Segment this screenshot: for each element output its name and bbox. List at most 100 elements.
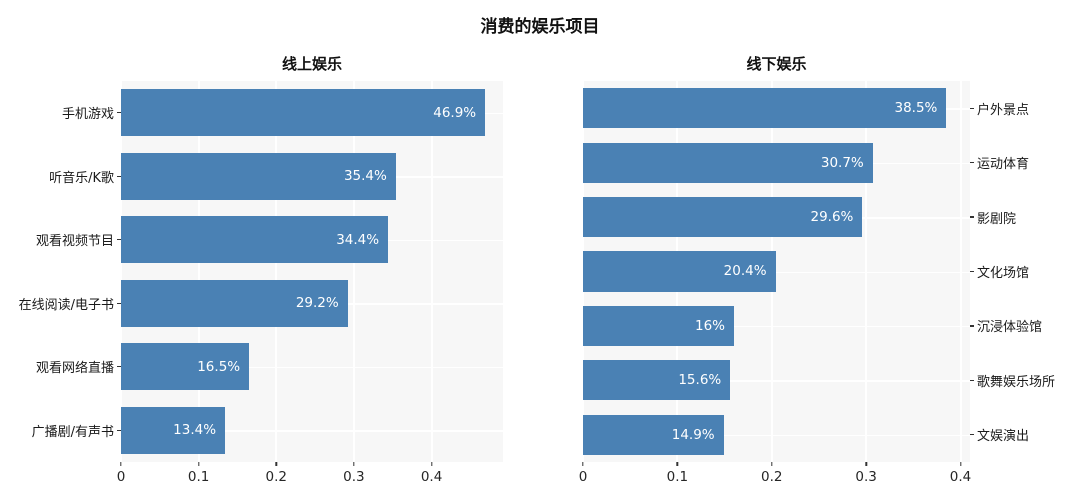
bar-row: 14.9% — [583, 408, 970, 462]
bar-row: 30.7% — [583, 135, 970, 189]
x-axis-tick — [430, 462, 433, 466]
category-label: 户外景点 — [977, 102, 1030, 118]
category-label-row: 观看视频节目 — [1, 208, 121, 272]
y-axis-tick — [117, 366, 121, 368]
gridline-horizontal — [583, 325, 970, 328]
category-label-row: 影剧院 — [970, 190, 1080, 244]
category-label-row: 运动体育 — [970, 135, 1080, 189]
bar-row: 46.9% — [121, 81, 503, 145]
bar-value-label: 38.5% — [894, 100, 938, 117]
category-label-row: 听音乐/K歌 — [1, 145, 121, 209]
category-label: 听音乐/K歌 — [49, 170, 114, 186]
y-axis-tick — [117, 302, 121, 304]
x-tick-label: 0 — [578, 469, 588, 485]
bar-value-label: 35.4% — [343, 168, 387, 185]
bar-row: 16.5% — [121, 335, 503, 399]
bar-row: 29.2% — [121, 272, 503, 336]
category-label-row: 广播剧/有声书 — [1, 399, 121, 463]
bar-value-label: 16.5% — [197, 358, 241, 375]
bar-row: 20.4% — [583, 244, 970, 298]
gridline-vertical — [275, 81, 278, 462]
bar-value-label: 15.6% — [678, 372, 722, 389]
gridline-horizontal — [121, 366, 503, 369]
bar: 46.9% — [121, 89, 486, 137]
bar-value-label: 29.2% — [295, 295, 339, 312]
x-axis-tick — [197, 462, 200, 466]
x-tick-label: 0.3 — [343, 469, 365, 485]
x-axis-tick — [771, 462, 773, 466]
category-label-row: 文娱演出 — [970, 408, 1080, 462]
bar: 29.2% — [121, 279, 348, 327]
bar: 16% — [583, 305, 735, 347]
x-tick-label: 0.1 — [666, 469, 689, 485]
bar: 20.4% — [583, 251, 776, 292]
chart-offline-entertainment: 线下娱乐 38.5% 30.7% 29.6% 20.4% 16% 15.6% 14.9% 户… — [579, 55, 1055, 485]
category-label: 观看视频节目 — [35, 234, 114, 250]
y-axis-tick — [970, 434, 974, 436]
gridline-horizontal — [583, 380, 970, 382]
category-label-row: 户外景点 — [970, 81, 1080, 135]
gridline-vertical — [197, 81, 200, 462]
y-axis-tick — [970, 216, 974, 218]
x-tick-label: 0.4 — [949, 469, 972, 485]
bar-rows: 46.9% 35.4% 34.4% 29.2% 16.5% 13.4% — [121, 81, 503, 462]
x-tick-label: 0.2 — [265, 469, 288, 485]
category-labels: 户外景点 运动体育 影剧院 文化场馆 沉浸体验馆 歌舞娱乐场所 文娱演出 — [970, 81, 1080, 462]
bar-row: 35.4% — [121, 145, 503, 209]
bar: 13.4% — [121, 406, 226, 454]
x-axis-tick — [676, 462, 679, 466]
category-label-row: 歌舞娱乐场所 — [970, 353, 1080, 407]
bar-value-label: 34.4% — [336, 231, 380, 248]
y-axis-tick — [117, 429, 121, 431]
bar: 35.4% — [121, 152, 396, 200]
category-label: 文娱演出 — [977, 429, 1030, 445]
chart-online-entertainment: 线上娱乐 46.9% 35.4% 34.4% 29.2% 16.5% 13.4% 手机游戏… — [19, 55, 503, 485]
x-axis-tick — [582, 462, 584, 466]
subplot-title-online: 线上娱乐 — [281, 55, 342, 73]
category-label: 影剧院 — [977, 211, 1017, 227]
category-labels: 手机游戏 听音乐/K歌 观看视频节目 在线阅读/电子书 观看网络直播 广播剧/有声书 — [1, 81, 121, 462]
bar-row: 29.6% — [583, 190, 970, 244]
y-axis-tick — [970, 325, 974, 327]
bar: 16.5% — [121, 343, 250, 391]
y-axis-tick — [970, 161, 974, 164]
gridline-vertical — [430, 81, 433, 462]
subplot-title-offline: 线下娱乐 — [746, 55, 807, 73]
category-label-row: 观看网络直播 — [1, 335, 121, 399]
bar-row: 38.5% — [583, 81, 970, 135]
category-label-row: 手机游戏 — [1, 81, 121, 145]
x-axis-tick — [959, 462, 962, 466]
bar-value-label: 30.7% — [820, 154, 864, 171]
page-title: 消费的娱乐项目 — [480, 17, 600, 37]
x-tick-label: 0.3 — [855, 469, 877, 485]
gridline-horizontal — [121, 430, 503, 432]
x-axis-tick — [865, 462, 867, 466]
x-axis-tick — [353, 462, 355, 466]
x-axis-tick — [275, 462, 277, 466]
bar: 30.7% — [583, 142, 873, 183]
bar-value-label: 16% — [695, 317, 726, 334]
category-label: 手机游戏 — [61, 107, 114, 123]
y-axis-tick — [970, 270, 974, 273]
y-axis-tick — [117, 112, 121, 114]
x-tick-label: 0 — [116, 469, 126, 485]
plot-area: 46.9% 35.4% 34.4% 29.2% 16.5% 13.4% — [121, 81, 503, 462]
category-label: 广播剧/有声书 — [31, 424, 114, 440]
category-label-row: 沉浸体验馆 — [970, 299, 1080, 353]
gridline-vertical — [352, 81, 355, 462]
bar-row: 34.4% — [121, 208, 503, 272]
bar: 29.6% — [583, 196, 863, 238]
y-axis-tick — [970, 379, 974, 382]
y-axis-tick — [970, 107, 974, 109]
y-axis-tick — [117, 239, 121, 241]
x-tick-label: 0.2 — [761, 469, 783, 485]
bar-row: 13.4% — [121, 399, 503, 463]
gridline-vertical — [121, 81, 122, 462]
category-label: 沉浸体验馆 — [977, 320, 1043, 336]
gridline-horizontal — [583, 271, 970, 273]
x-tick-label: 0.4 — [420, 469, 443, 485]
gridline-horizontal — [583, 434, 970, 437]
bar-value-label: 20.4% — [723, 263, 767, 280]
x-axis-tick — [120, 462, 122, 466]
y-axis-tick — [117, 175, 121, 177]
